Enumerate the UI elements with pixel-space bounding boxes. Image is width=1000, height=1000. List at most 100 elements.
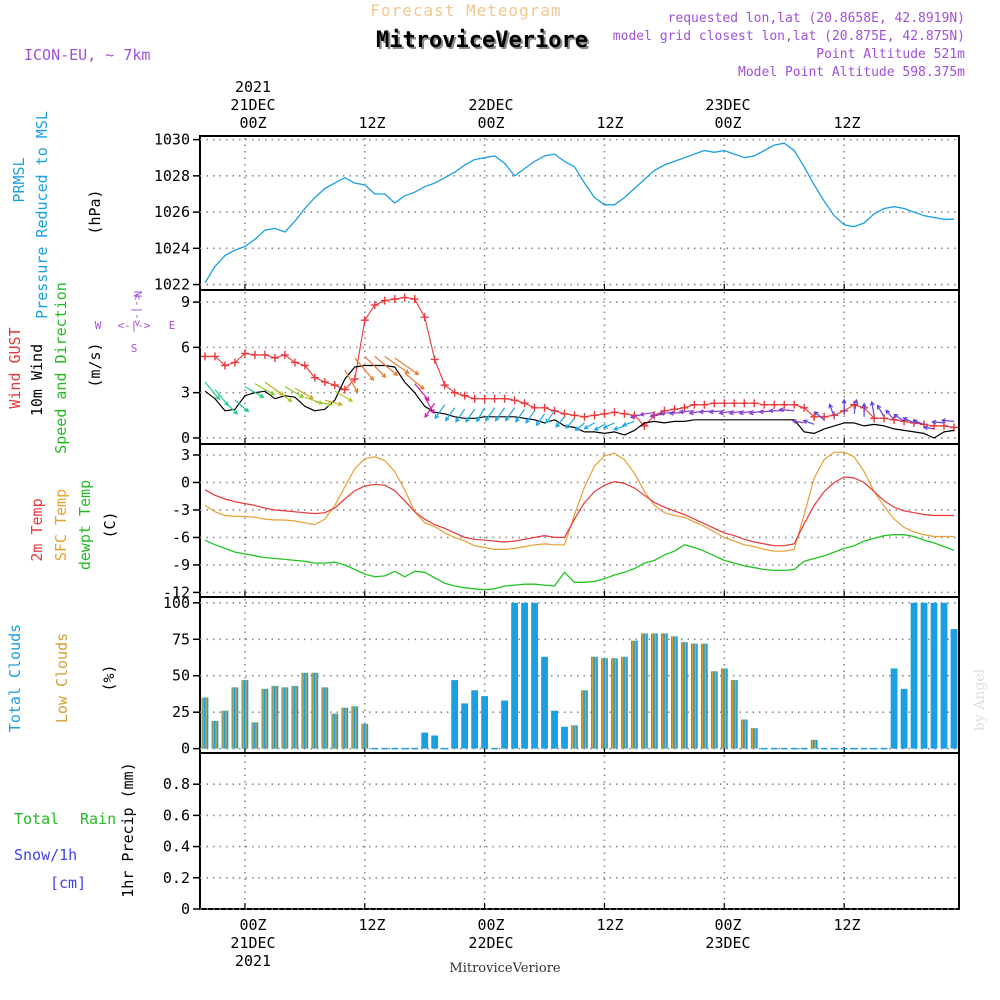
gust-point: [210, 352, 219, 361]
wind-arrow-head: [583, 424, 589, 430]
total-clouds-bar: [541, 656, 548, 749]
wind-arrow: [204, 381, 220, 400]
wind-arrow: [779, 408, 795, 412]
wind-arrow-head: [593, 426, 599, 431]
prmsl-label: PRMSL: [10, 157, 28, 202]
gust-point: [750, 399, 759, 408]
gust-point: [240, 349, 249, 358]
compass-n: N: [131, 291, 144, 298]
gust-point: [510, 396, 519, 405]
wind-arrow-head: [853, 398, 859, 404]
total-clouds-bar: [211, 720, 219, 749]
gust-point: [380, 296, 389, 305]
wind-arrow: [924, 426, 935, 430]
wind-arrow: [575, 422, 585, 431]
closest-coords: model grid closest lon,lat (20.875E, 42.…: [613, 29, 965, 44]
wind-arrow: [594, 423, 605, 431]
wind-arrow-head: [353, 388, 359, 394]
wind-arrow: [495, 407, 506, 421]
total-label: Total: [14, 810, 59, 828]
total-clouds-bar: [331, 713, 339, 749]
compass-arrows-horizontal: <-|->: [117, 319, 150, 332]
ytick-label: 0: [181, 429, 190, 447]
ytick-label: 0.8: [163, 775, 190, 793]
bottom-hour-4: 12Z: [596, 916, 623, 934]
wind-arrow-head: [419, 385, 425, 390]
prmsl-long-label: Pressure Reduced to MSL: [33, 111, 51, 319]
wind-arrow: [284, 386, 304, 398]
wind-arrow: [893, 413, 905, 422]
panel-frame-1: [199, 135, 960, 291]
wind-arrow-head: [813, 411, 819, 416]
compass-e: E: [169, 319, 176, 332]
wind-arrow-head: [718, 410, 724, 416]
total-clouds-bar: [341, 707, 349, 749]
wind-arrow-head: [678, 409, 684, 415]
wind-arrow-head: [494, 416, 500, 422]
wind-arrow-head: [748, 410, 754, 416]
gust-point: [220, 361, 229, 370]
total-clouds-label: Total Clouds: [6, 624, 24, 732]
wind-arrow: [234, 399, 249, 412]
gust-point: [470, 394, 479, 403]
requested-coords: requested lon,lat (20.8658E, 42.8919N): [668, 11, 965, 26]
ytick-label: 1022: [154, 276, 190, 294]
location-title: MitroviceVeriore: [376, 28, 588, 53]
bottom-hour-1: 00Z: [239, 916, 266, 934]
wind-arrow: [424, 402, 436, 418]
wind-arrow-head: [308, 394, 314, 400]
wind-arrow-head: [708, 409, 714, 415]
compass-arrows-vertical-top: <-|->: [131, 293, 144, 326]
total-clouds-bar: [551, 710, 558, 749]
gust-point: [580, 412, 589, 421]
wind-arrow: [455, 408, 466, 423]
ytick-label: 1028: [154, 167, 190, 185]
wind-arrow: [814, 411, 825, 421]
total-clouds-bar: [201, 697, 209, 749]
gust-point: [620, 409, 629, 418]
ytick-label: 25: [172, 703, 190, 721]
gust-point: [730, 399, 739, 408]
wind-arrow: [384, 355, 410, 374]
temp-unit: (C): [101, 511, 119, 538]
ytick-label: 50: [172, 667, 190, 685]
wind-arrow-head: [778, 407, 784, 413]
gust-point: [460, 391, 469, 400]
ytick-label: -6: [172, 528, 190, 546]
total-clouds-bar: [611, 658, 618, 749]
wind-arrow-head: [649, 413, 655, 419]
wind-arrow: [515, 408, 526, 423]
wind-arrow: [364, 356, 386, 378]
wind-arrow-head: [841, 398, 847, 404]
gust-point: [400, 293, 409, 302]
cm-label: [cm]: [50, 874, 86, 892]
wind-arrow-head: [515, 417, 520, 423]
wind-arrow-head: [484, 416, 490, 422]
wind-arrow-head: [885, 409, 891, 415]
gust-point: [520, 399, 529, 408]
gust-point: [950, 423, 959, 432]
gust-point: [490, 394, 499, 403]
total-clouds-bar: [501, 700, 508, 749]
wind-arrow-head: [504, 416, 510, 422]
temp2m-label: 2m Temp: [28, 498, 46, 561]
total-clouds-bar: [251, 722, 259, 749]
gust-point: [670, 405, 679, 414]
wind-arrow: [622, 420, 635, 427]
low-clouds-label: Low Clouds: [53, 633, 71, 723]
gust-point: [610, 408, 619, 417]
wind-arrow-head: [414, 370, 420, 376]
gust-point: [550, 406, 559, 415]
compass-s: S: [131, 342, 138, 355]
wind-arrow: [254, 383, 275, 396]
total-clouds-bar: [670, 636, 678, 749]
ytick-label: 1024: [154, 239, 190, 257]
total-clouds-bar: [920, 602, 928, 749]
top-hour-2: 12Z: [358, 114, 385, 132]
wind-arrow: [274, 389, 292, 402]
wind-arrow: [434, 404, 446, 419]
wind-arrow-head: [404, 369, 410, 374]
wind-arrow-head: [269, 390, 276, 396]
wind-arrow: [485, 407, 496, 421]
